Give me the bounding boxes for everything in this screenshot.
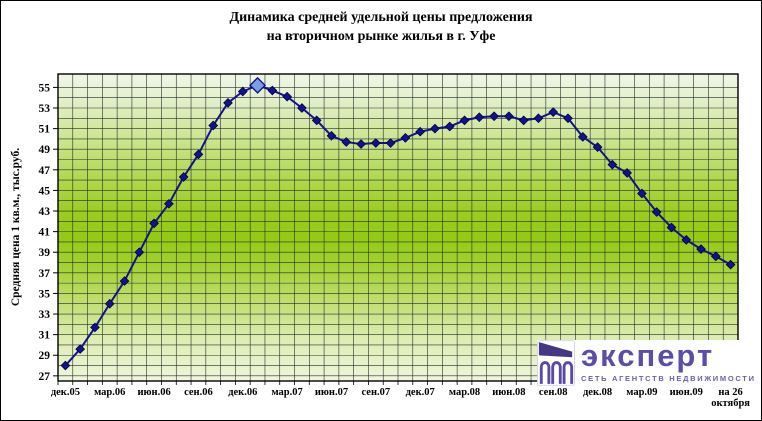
data-point-marker — [710, 251, 721, 262]
brand-tagline: СЕТЬ АГЕНТСТВ НЕДВИЖИМОСТИ — [581, 374, 756, 383]
data-point-marker — [370, 138, 381, 148]
data-point-marker — [208, 120, 219, 131]
x-tick-label: мар.08 — [449, 387, 480, 398]
x-tick-label: мар.07 — [271, 387, 302, 398]
icon-arches — [539, 361, 574, 384]
data-point-marker — [533, 113, 544, 124]
chart-title-line1: Динамика средней удельной цены предложен… — [229, 10, 533, 25]
x-tick-label: мар.09 — [626, 387, 657, 398]
x-tick-label: сен.07 — [362, 387, 391, 398]
data-point-marker — [430, 123, 440, 134]
plot-border — [57, 73, 739, 382]
series-line — [64, 84, 732, 367]
y-tick-label: 43 — [39, 206, 51, 218]
y-tick-label: 53 — [39, 103, 51, 115]
data-point-marker — [237, 86, 248, 97]
y-tick-label: 49 — [39, 144, 51, 156]
highlight-point-marker — [249, 76, 267, 94]
data-point-marker — [400, 133, 411, 143]
data-point-marker — [385, 138, 396, 148]
y-tick-label: 41 — [39, 227, 51, 239]
data-point-marker — [637, 188, 647, 199]
brand-text-block: эксперт СЕТЬ АГЕНТСТВ НЕДВИЖИМОСТИ — [581, 340, 756, 383]
data-point-marker — [696, 244, 706, 254]
data-point-marker — [104, 298, 115, 309]
icon-roof — [538, 342, 573, 358]
y-tick-label: 33 — [39, 309, 51, 321]
y-tick-label: 45 — [39, 185, 51, 197]
x-tick-label: дек.08 — [583, 387, 612, 398]
x-tick-label: на 26 — [718, 387, 742, 398]
data-point-marker — [341, 137, 352, 147]
x-axis-labels: дек.05 мар.06 июн.06 сен.06 дек.06 мар.07 июн.… — [51, 387, 750, 409]
y-tick-label: 47 — [39, 165, 51, 177]
y-tick-label: 55 — [39, 82, 51, 94]
data-point-marker — [563, 113, 573, 124]
brand-name: эксперт — [581, 338, 715, 373]
data-point-marker — [607, 159, 618, 170]
data-point-marker — [459, 115, 470, 126]
data-point-marker — [504, 111, 514, 122]
x-tick-label: октября — [711, 398, 750, 409]
brand-logo: эксперт СЕТЬ АГЕНТСТВ НЕДВИЖИМОСТИ — [537, 340, 759, 387]
data-point-marker — [415, 126, 426, 137]
data-point-marker — [311, 115, 322, 126]
data-point-marker — [267, 85, 278, 96]
data-point-marker — [356, 139, 366, 149]
x-tick-label: июн.09 — [670, 387, 703, 398]
data-point-marker — [518, 115, 529, 126]
brand-building-icon — [537, 340, 575, 386]
data-point-marker — [592, 142, 603, 153]
chart-title: Динамика средней удельной цены предложен… — [1, 8, 761, 46]
x-tick-label: дек.06 — [228, 387, 257, 398]
data-point-marker — [193, 149, 204, 160]
data-point-marker — [474, 112, 485, 123]
data-point-marker — [666, 222, 677, 233]
y-tick-label: 29 — [39, 350, 51, 362]
data-point-marker — [223, 97, 233, 108]
data-point-marker — [489, 111, 499, 122]
data-point-marker — [178, 172, 189, 182]
chart-title-line2: на вторичном рынке жилья в г. Уфе — [266, 29, 496, 44]
x-tick-label: мар.06 — [94, 387, 125, 398]
data-point-marker — [119, 276, 130, 286]
x-tick-label: июн.08 — [492, 387, 525, 398]
y-tick-label: 39 — [39, 247, 51, 259]
y-tick-label: 27 — [39, 371, 51, 383]
data-point-marker — [60, 360, 71, 371]
data-point-marker — [297, 103, 307, 113]
data-point-marker — [444, 121, 455, 132]
y-tick-label: 37 — [39, 268, 51, 280]
x-tick-label: июн.07 — [315, 387, 348, 398]
data-point-marker — [651, 207, 662, 217]
data-point-marker — [90, 322, 100, 333]
data-point-marker — [149, 218, 159, 229]
y-axis-labels: 55 53 51 49 47 45 43 41 39 37 35 33 31 29 27 — [39, 82, 58, 383]
y-axis-title: Средняя цена 1 кв.м., тыс.руб. — [10, 147, 22, 307]
x-tick-label: сен.08 — [539, 387, 568, 398]
y-tick-label: 51 — [39, 124, 51, 136]
data-point-marker — [622, 168, 632, 178]
y-tick-label: 31 — [39, 330, 51, 342]
x-tick-label: июн.06 — [137, 387, 170, 398]
y-tick-label: 35 — [39, 288, 51, 300]
data-point-marker — [164, 198, 174, 209]
data-point-marker — [326, 130, 337, 141]
data-point-marker — [134, 247, 145, 258]
data-point-marker — [681, 234, 692, 245]
x-tick-label: дек.07 — [406, 387, 435, 398]
data-point-marker — [725, 259, 736, 270]
data-point-marker — [577, 131, 588, 142]
x-tick-label: сен.06 — [184, 387, 213, 398]
x-tick-label: дек.05 — [51, 387, 80, 398]
data-point-marker — [548, 107, 559, 117]
data-point-marker — [75, 344, 86, 354]
data-point-marker — [282, 91, 292, 102]
